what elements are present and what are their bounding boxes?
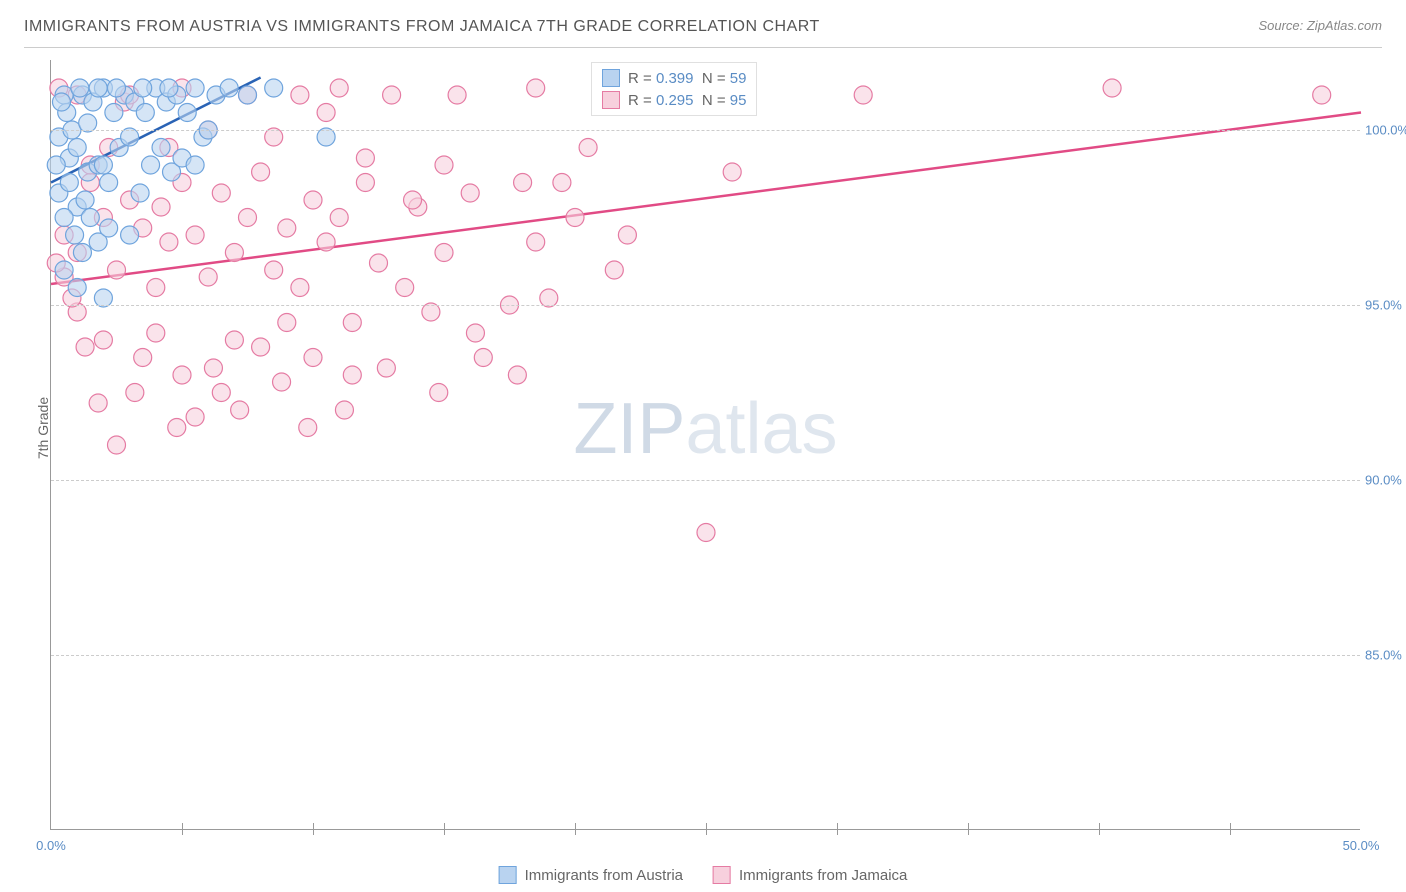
- y-axis-label: 7th Grade: [35, 397, 51, 459]
- swatch-austria-icon: [499, 866, 517, 884]
- chart-source: Source: ZipAtlas.com: [1258, 18, 1382, 33]
- swatch-jamaica: [602, 91, 620, 109]
- legend-item-austria: Immigrants from Austria: [499, 866, 683, 884]
- y-tick-label: 85.0%: [1365, 648, 1406, 663]
- legend-row-jamaica: R = 0.295 N = 95: [602, 89, 746, 111]
- swatch-jamaica-icon: [713, 866, 731, 884]
- correlation-legend: R = 0.399 N = 59 R = 0.295 N = 95: [591, 62, 757, 116]
- legend-item-jamaica: Immigrants from Jamaica: [713, 866, 907, 884]
- scatter-plot-svg: [51, 60, 1360, 829]
- chart-title: IMMIGRANTS FROM AUSTRIA VS IMMIGRANTS FR…: [24, 18, 820, 35]
- y-tick-label: 90.0%: [1365, 473, 1406, 488]
- plot-area: ZIPatlas R = 0.399 N = 59 R = 0.295 N = …: [50, 60, 1360, 830]
- y-tick-label: 100.0%: [1365, 123, 1406, 138]
- legend-label-austria: Immigrants from Austria: [525, 867, 683, 884]
- title-bar: IMMIGRANTS FROM AUSTRIA VS IMMIGRANTS FR…: [24, 18, 1382, 48]
- legend-row-austria: R = 0.399 N = 59: [602, 67, 746, 89]
- x-tick-label: 0.0%: [36, 838, 66, 853]
- x-tick-label: 50.0%: [1343, 838, 1380, 853]
- legend-label-jamaica: Immigrants from Jamaica: [739, 867, 907, 884]
- chart-container: IMMIGRANTS FROM AUSTRIA VS IMMIGRANTS FR…: [0, 0, 1406, 892]
- bottom-legend: Immigrants from Austria Immigrants from …: [499, 866, 908, 884]
- y-tick-label: 95.0%: [1365, 298, 1406, 313]
- swatch-austria: [602, 69, 620, 87]
